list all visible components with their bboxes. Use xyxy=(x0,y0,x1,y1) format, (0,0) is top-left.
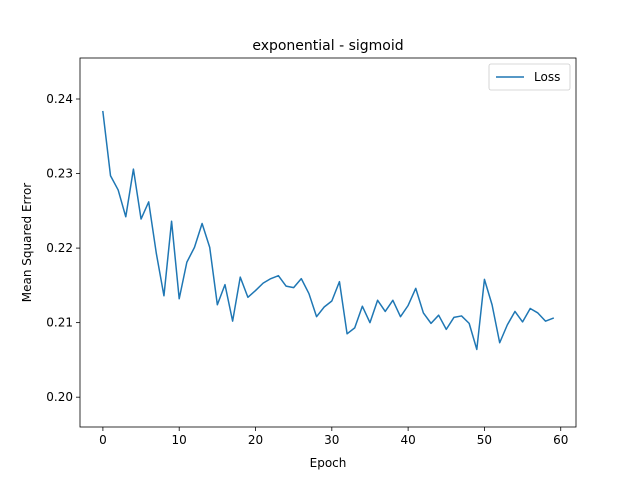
x-tick-label: 0 xyxy=(99,433,107,447)
x-tick-label: 10 xyxy=(172,433,187,447)
y-tick-label: 0.23 xyxy=(46,167,73,181)
x-tick-label: 60 xyxy=(553,433,568,447)
legend-box xyxy=(488,63,571,91)
y-tick-label: 0.21 xyxy=(46,316,73,330)
legend-label-loss: Loss xyxy=(534,70,560,84)
x-tick-label: 30 xyxy=(324,433,339,447)
chart-title: exponential - sigmoid xyxy=(252,38,403,54)
axes-frame xyxy=(79,57,577,428)
x-tick-label: 40 xyxy=(400,433,415,447)
plot-area xyxy=(102,110,555,351)
x-axis-label: Epoch xyxy=(310,456,347,470)
y-axis-label: Mean Squared Error xyxy=(20,183,34,303)
legend: Loss xyxy=(488,63,571,91)
y-tick-label: 0.20 xyxy=(46,390,73,404)
y-tick-label: 0.24 xyxy=(46,92,73,106)
y-axis: 0.20 0.21 0.22 0.23 0.24 xyxy=(46,92,80,404)
x-tick-label: 50 xyxy=(477,433,492,447)
series-line-loss xyxy=(102,110,555,351)
y-tick-label: 0.22 xyxy=(46,241,73,255)
x-axis: 0 10 20 30 40 50 60 xyxy=(99,427,568,447)
x-tick-label: 20 xyxy=(248,433,263,447)
